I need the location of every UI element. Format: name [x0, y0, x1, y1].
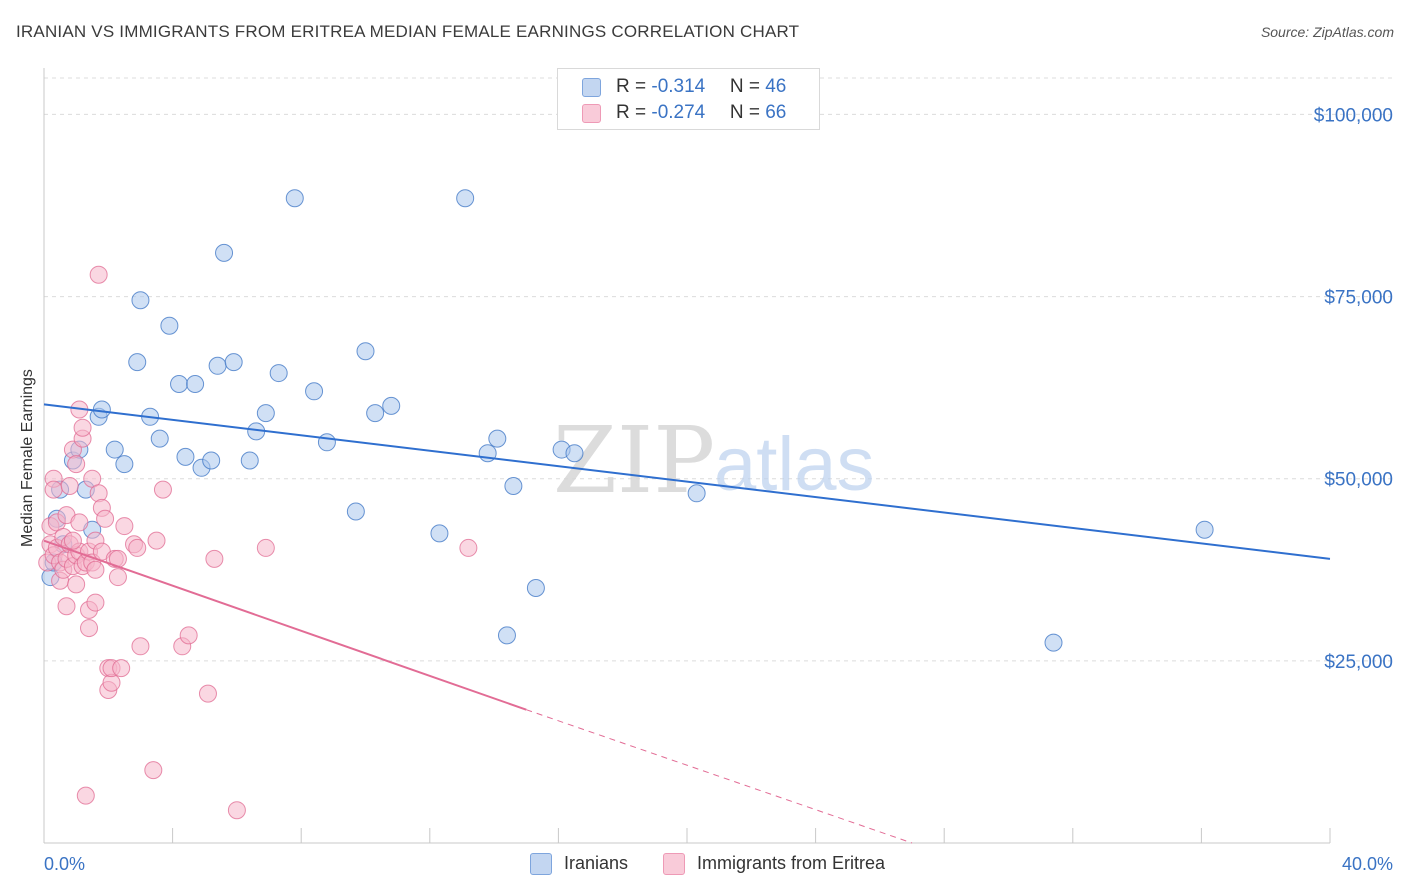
axes: [43, 68, 1331, 844]
point-iranians: [186, 375, 205, 393]
point-eritrea: [147, 531, 166, 550]
trend-line-iranians: [43, 403, 1331, 560]
y-tick-label: $50,000: [1324, 470, 1393, 491]
point-eritrea: [227, 801, 246, 820]
point-iranians: [202, 451, 221, 470]
point-iranians: [115, 455, 134, 474]
source-credit: Source: ZipAtlas.com: [1260, 24, 1394, 40]
point-eritrea: [89, 484, 108, 503]
point-iranians: [305, 382, 324, 401]
point-iranians: [92, 400, 111, 419]
point-eritrea: [256, 538, 275, 557]
point-iranians: [131, 291, 150, 310]
point-eritrea: [205, 549, 224, 568]
point-iranians: [346, 502, 365, 521]
point-iranians: [160, 316, 179, 335]
point-iranians: [456, 189, 475, 208]
y-tick-label: $75,000: [1324, 288, 1393, 309]
point-iranians: [269, 364, 288, 383]
point-eritrea: [63, 531, 82, 550]
x-tick-label: 40.0%: [1342, 854, 1393, 874]
point-iranians: [240, 451, 259, 470]
point-eritrea: [108, 568, 127, 587]
legend-swatch-iranians: [530, 853, 552, 875]
point-eritrea: [70, 513, 89, 532]
y-tick-label: $25,000: [1324, 652, 1393, 673]
point-eritrea: [198, 684, 217, 703]
point-eritrea: [67, 575, 86, 594]
point-eritrea: [179, 626, 198, 645]
point-iranians: [687, 484, 706, 503]
point-eritrea: [96, 509, 115, 528]
trend-lines: [43, 403, 1331, 844]
legend-n-value: 46: [765, 76, 787, 97]
legend-swatch-eritrea: [582, 104, 601, 123]
point-eritrea: [57, 597, 76, 616]
legend-n-label: N =: [729, 102, 766, 123]
legend-r-value: -0.274: [651, 102, 706, 123]
point-iranians: [1195, 520, 1214, 539]
grid-lines: [44, 77, 1392, 662]
point-eritrea: [131, 637, 150, 656]
point-eritrea: [153, 480, 172, 499]
point-eritrea: [67, 455, 86, 474]
point-iranians: [430, 524, 449, 543]
point-iranians: [285, 189, 304, 208]
point-iranians: [208, 356, 227, 375]
legend-swatch-iranians: [582, 78, 601, 97]
point-eritrea: [73, 418, 92, 437]
point-iranians: [526, 579, 545, 597]
point-iranians: [504, 477, 523, 495]
point-eritrea: [76, 786, 95, 805]
point-iranians: [128, 353, 147, 372]
x-tick-label: 0.0%: [44, 854, 85, 874]
y-tick-label: $100,000: [1314, 105, 1393, 126]
point-eritrea: [115, 517, 134, 536]
point-iranians: [215, 243, 234, 262]
legend-r-label: R =: [616, 102, 652, 123]
watermark-atlas: atlas: [714, 422, 875, 507]
point-eritrea: [112, 659, 131, 678]
point-eritrea: [60, 477, 79, 495]
chart-title: IRANIAN VS IMMIGRANTS FROM ERITREA MEDIA…: [16, 22, 800, 41]
legend-n-label: N =: [729, 76, 766, 97]
point-eritrea: [144, 761, 163, 780]
point-eritrea: [80, 619, 99, 638]
point-iranians: [356, 342, 375, 361]
point-eritrea: [128, 538, 147, 557]
point-iranians: [1044, 633, 1063, 652]
point-iranians: [366, 404, 385, 423]
legend-swatch-eritrea: [663, 853, 685, 875]
legend-r-label: R =: [616, 76, 652, 97]
point-iranians: [170, 375, 189, 393]
point-iranians: [256, 404, 275, 423]
point-iranians: [317, 433, 336, 452]
point-iranians: [224, 353, 243, 372]
legend-label-eritrea: Immigrants from Eritrea: [697, 853, 886, 873]
legend-label-iranians: Iranians: [564, 853, 629, 873]
legend-n-value: 66: [765, 102, 787, 123]
point-iranians: [488, 429, 507, 448]
point-eritrea: [89, 265, 108, 284]
point-iranians: [150, 429, 169, 448]
trend-line-eritrea: [43, 539, 527, 711]
point-iranians: [105, 440, 124, 459]
point-iranians: [497, 626, 516, 645]
point-eritrea: [86, 560, 105, 579]
point-eritrea: [459, 538, 478, 557]
point-eritrea: [86, 593, 105, 612]
point-iranians: [565, 444, 584, 463]
trend-line-eritrea-extension: [526, 709, 913, 844]
tick-labels: $25,000 $50,000 $75,000 $100,000 0.0% 40.0%: [44, 105, 1393, 874]
legend-r-value: -0.314: [651, 76, 706, 97]
correlation-legend: R = -0.314 N = 46 R = -0.274 N = 66: [557, 68, 820, 130]
point-iranians: [382, 396, 401, 415]
point-eritrea: [44, 480, 63, 499]
point-iranians: [176, 447, 195, 466]
